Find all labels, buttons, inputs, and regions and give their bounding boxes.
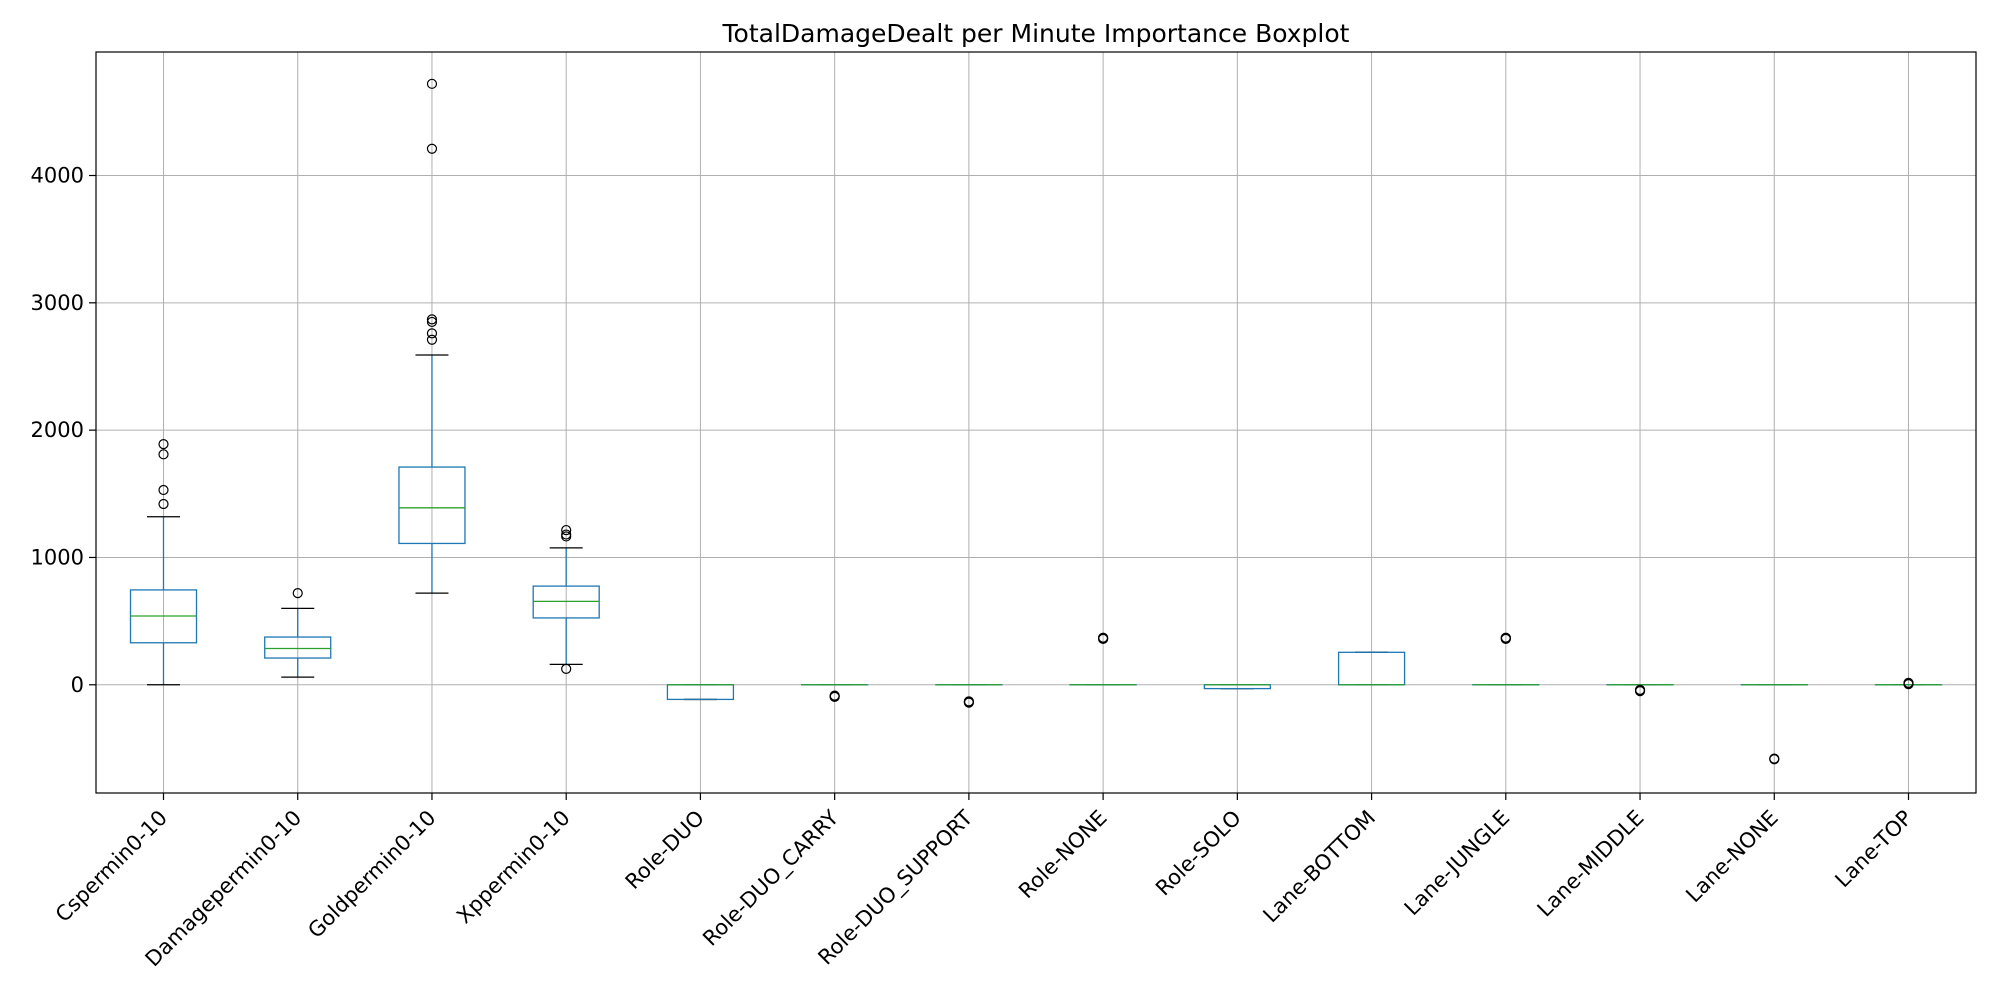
x-tick-label: Lane-JUNGLE bbox=[1400, 806, 1515, 921]
x-tick-label: Role-DUO_SUPPORT bbox=[813, 805, 978, 970]
y-tick-label: 4000 bbox=[31, 164, 84, 188]
grid-lines bbox=[96, 52, 1976, 793]
plot-frame bbox=[96, 52, 1976, 793]
x-axis: Cspermin0-10Damagepermin0-10Goldpermin0-… bbox=[51, 793, 1917, 971]
x-tick-label: Lane-BOTTOM bbox=[1258, 806, 1380, 928]
y-tick-label: 1000 bbox=[31, 545, 84, 569]
boxes-layer bbox=[131, 79, 1942, 763]
x-tick-label: Lane-MIDDLE bbox=[1533, 806, 1649, 922]
x-tick-label: Xppermin0-10 bbox=[452, 806, 575, 929]
y-tick-label: 0 bbox=[71, 673, 84, 697]
x-tick-label: Role-DUO_CARRY bbox=[698, 805, 844, 951]
x-tick-label: Lane-NONE bbox=[1681, 806, 1783, 908]
x-tick-label: Goldpermin0-10 bbox=[303, 806, 440, 943]
x-tick-label: Cspermin0-10 bbox=[51, 806, 172, 927]
y-tick-label: 2000 bbox=[31, 418, 84, 442]
x-tick-label: Role-NONE bbox=[1014, 806, 1112, 904]
y-tick-label: 3000 bbox=[31, 291, 84, 315]
chart-title: TotalDamageDealt per Minute Importance B… bbox=[722, 19, 1350, 48]
x-tick-label: Role-DUO bbox=[621, 806, 709, 894]
y-axis: 0 1000 2000 3000 4000 bbox=[31, 164, 96, 697]
x-tick-label: Role-SOLO bbox=[1151, 806, 1246, 901]
x-tick-label: Damagepermin0-10 bbox=[141, 806, 307, 972]
x-tick-label: Lane-TOP bbox=[1830, 806, 1917, 893]
